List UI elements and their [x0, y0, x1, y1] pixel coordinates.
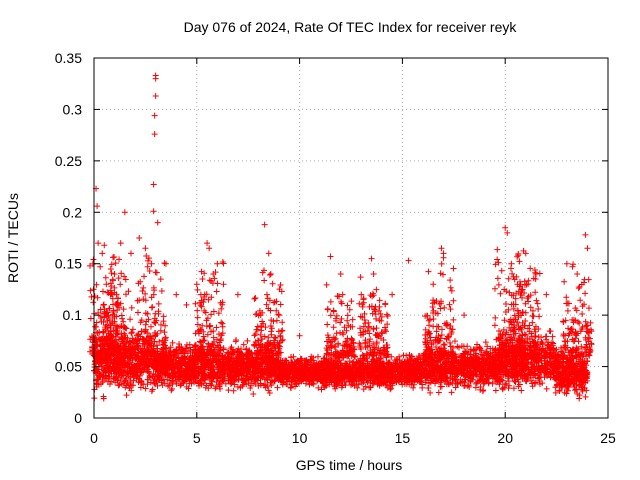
data-point-band — [177, 347, 184, 354]
data-point-band — [159, 382, 166, 389]
data-point-band — [549, 333, 556, 340]
data-point-band — [578, 343, 585, 350]
data-point-band — [123, 392, 130, 399]
data-point-band — [400, 352, 407, 359]
data-point-band — [128, 329, 135, 336]
data-point-band — [279, 379, 286, 386]
data-point-band — [217, 385, 224, 392]
data-point-band — [435, 389, 442, 396]
data-point-band — [180, 356, 187, 363]
data-point-band — [472, 384, 479, 391]
data-point-band — [388, 353, 395, 360]
data-point-band — [576, 395, 583, 402]
data-point-band — [427, 389, 434, 396]
data-point-band — [546, 327, 553, 334]
data-point-band — [240, 341, 247, 348]
data-point-band — [484, 343, 491, 350]
data-point-band — [130, 377, 137, 384]
data-point-band — [505, 378, 512, 385]
data-point-band — [225, 387, 232, 394]
data-point-band — [480, 387, 487, 394]
data-point-band — [234, 383, 241, 390]
data-point-band — [169, 339, 176, 346]
data-point-band — [126, 385, 133, 392]
data-point-band — [168, 352, 175, 359]
data-point-band — [233, 337, 240, 344]
data-point-band — [94, 376, 101, 383]
data-point-band — [266, 390, 273, 397]
data-point-band — [230, 387, 237, 394]
data-point-band — [243, 345, 250, 352]
data-point-band — [441, 342, 448, 349]
data-point-band — [222, 380, 229, 387]
data-point-band — [584, 377, 591, 384]
data-point-band — [505, 385, 512, 392]
data-point-band — [122, 377, 129, 384]
data-point-band — [250, 390, 257, 397]
data-point-band — [467, 375, 474, 382]
data-point-band — [422, 379, 429, 386]
data-point-band — [115, 382, 122, 389]
data-point-band — [116, 381, 123, 388]
data-point-band — [516, 381, 523, 388]
data-point-band — [244, 337, 251, 344]
data-point-band — [543, 385, 550, 392]
data-point-band — [452, 384, 459, 391]
data-point-band — [150, 370, 157, 377]
chart-title: Day 076 of 2024, Rate Of TEC Index for r… — [184, 19, 518, 35]
data-point-band — [419, 384, 426, 391]
data-point-band — [320, 355, 327, 362]
data-points — [86, 72, 595, 402]
data-point-band — [149, 386, 156, 393]
data-point-band — [518, 387, 525, 394]
data-point-band — [482, 339, 489, 346]
data-point-band — [114, 377, 121, 384]
data-point-band — [470, 346, 477, 353]
data-point-band — [169, 385, 176, 392]
data-point-band — [228, 344, 235, 351]
data-point-band — [446, 381, 453, 388]
data-point-band — [265, 387, 272, 394]
data-point-band — [164, 383, 171, 390]
data-point-band — [239, 383, 246, 390]
data-point-band — [195, 373, 202, 380]
data-point-band — [168, 387, 175, 394]
data-point-band — [274, 384, 281, 391]
data-point-band — [235, 345, 242, 352]
data-point-band — [552, 389, 559, 396]
data-point-band — [448, 389, 455, 396]
data-point-band — [141, 341, 148, 348]
data-point-band — [477, 383, 484, 390]
data-point-band — [148, 388, 155, 395]
data-point-band — [131, 374, 138, 381]
data-point-band — [287, 384, 294, 391]
data-point-band — [315, 384, 322, 391]
data-point-band — [473, 350, 480, 357]
data-point-band — [410, 384, 417, 391]
data-point-band — [95, 381, 102, 388]
data-point-band — [532, 379, 539, 386]
data-point-band — [188, 380, 195, 387]
data-point-band — [362, 383, 369, 390]
data-point-band — [310, 381, 317, 388]
data-point-band — [186, 341, 193, 348]
data-point-band — [247, 384, 254, 391]
data-point-band — [128, 330, 135, 337]
data-point-band — [307, 356, 314, 363]
data-point-band — [108, 378, 115, 385]
data-point-band — [342, 360, 349, 367]
data-point-band — [146, 358, 153, 365]
data-point-band — [154, 382, 161, 389]
data-point-band — [137, 384, 144, 391]
data-point-band — [314, 353, 321, 360]
data-point-band — [231, 381, 238, 388]
data-point-band — [318, 386, 325, 393]
data-point-band — [582, 393, 589, 400]
data-point-band — [187, 347, 194, 354]
data-point-band — [135, 379, 142, 386]
data-point-band — [492, 387, 499, 394]
data-point-band — [343, 360, 350, 367]
